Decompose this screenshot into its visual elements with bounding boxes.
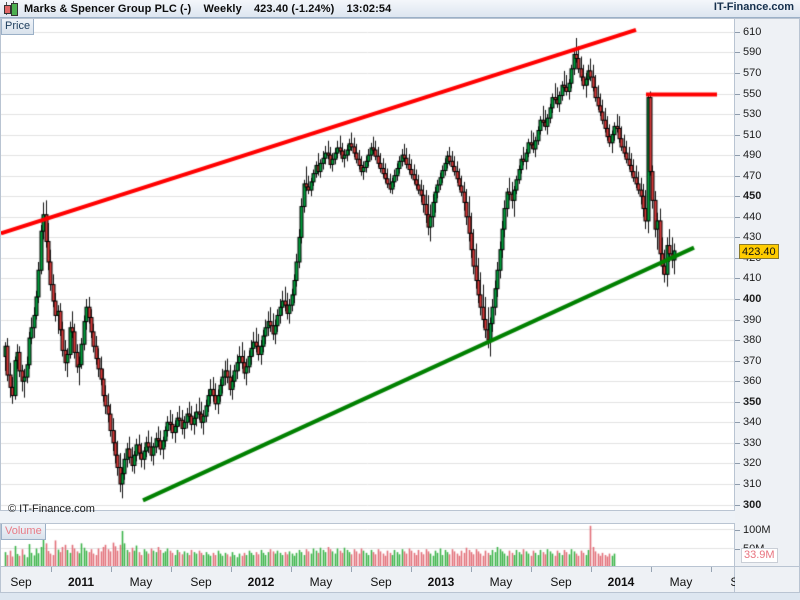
date-axis-tick xyxy=(231,567,232,572)
date-axis-tick xyxy=(651,567,652,572)
date-axis-tick xyxy=(291,567,292,572)
date-axis-tick xyxy=(111,567,112,572)
date-axis-tick xyxy=(351,567,352,572)
volume-canvas[interactable] xyxy=(1,524,734,566)
window-bottom-strip xyxy=(0,593,800,600)
date-axis-label: 2014 xyxy=(607,575,635,589)
copyright-label: © IT-Finance.com xyxy=(8,503,95,515)
date-axis-label: Sep xyxy=(190,575,212,589)
clock: 13:02:54 xyxy=(346,2,392,15)
price-pane-tab[interactable]: Price xyxy=(1,19,35,35)
date-axis-label: 2013 xyxy=(427,575,455,589)
date-axis-label: May xyxy=(669,575,693,589)
instrument-name: Marks & Spencer Group PLC (-) xyxy=(24,2,192,15)
date-axis-tick xyxy=(591,567,592,572)
date-axis-label: May xyxy=(489,575,513,589)
volume-pane[interactable] xyxy=(0,523,735,567)
date-axis-label: May xyxy=(309,575,333,589)
date-axis-tick xyxy=(711,567,712,572)
date-axis-label: Sep xyxy=(10,575,32,589)
last-quote: 423.40 (-1.24%) xyxy=(253,2,335,15)
date-axis-tick xyxy=(411,567,412,572)
date-axis-tick xyxy=(471,567,472,572)
brand-label: IT-Finance.com xyxy=(713,1,794,13)
title-text: Marks & Spencer Group PLC (-) Weekly 423… xyxy=(24,3,400,15)
volume-pane-tab[interactable]: Volume xyxy=(1,524,46,540)
date-axis-label: Sep xyxy=(550,575,572,589)
last-price-tag: 423.40 xyxy=(739,243,779,259)
candlestick-icon xyxy=(2,1,20,16)
date-axis-tick xyxy=(51,567,52,572)
date-axis-tick xyxy=(171,567,172,572)
price-canvas[interactable] xyxy=(1,19,734,510)
title-bar: Marks & Spencer Group PLC (-) Weekly 423… xyxy=(0,0,800,18)
date-axis-label: 2012 xyxy=(247,575,275,589)
axis-corner xyxy=(735,567,800,593)
date-axis-label: 2011 xyxy=(67,575,95,589)
date-axis-tick xyxy=(531,567,532,572)
last-volume-tag: 33.9M xyxy=(741,547,778,563)
date-axis[interactable]: Sep 2011 May Sep 2012 May Sep 2013 May Sep 2014 May… xyxy=(0,567,800,593)
date-axis-label: May xyxy=(129,575,153,589)
price-axis[interactable]: 6105905705505305104904704504404304204104… xyxy=(735,18,800,567)
date-axis-label: Sep xyxy=(370,575,392,589)
price-pane[interactable] xyxy=(0,18,735,511)
timeframe-label: Weekly xyxy=(203,2,242,15)
